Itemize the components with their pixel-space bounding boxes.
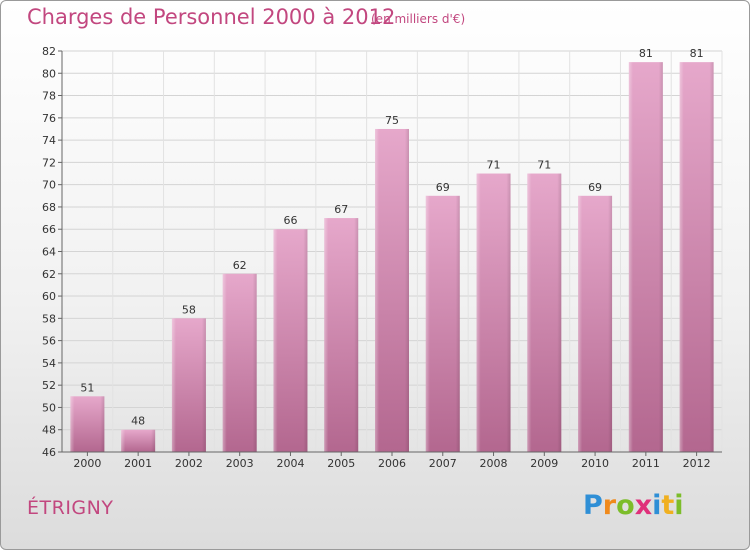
- y-tick-label: 46: [42, 446, 56, 459]
- x-tick-label: 2004: [276, 457, 304, 470]
- y-tick-label: 48: [42, 424, 56, 437]
- y-tick-label: 70: [42, 179, 56, 192]
- bar-shading: [324, 218, 359, 452]
- logo-letter: i: [652, 490, 662, 521]
- bar-shading: [628, 62, 663, 453]
- y-tick-label: 54: [42, 357, 56, 370]
- data-label: 69: [436, 181, 450, 194]
- x-tick-label: 2003: [226, 457, 254, 470]
- y-tick-label: 82: [42, 45, 56, 58]
- bar-shading: [527, 173, 562, 452]
- location-label: ÉTRIGNY: [27, 497, 114, 519]
- bar-shading: [476, 173, 511, 452]
- x-tick-label: 2010: [581, 457, 609, 470]
- y-tick-label: 72: [42, 156, 56, 169]
- data-label: 67: [334, 203, 348, 216]
- y-tick-label: 62: [42, 268, 56, 281]
- bar-shading: [273, 229, 308, 452]
- logo-letter: i: [674, 490, 684, 521]
- data-label: 81: [690, 47, 704, 60]
- y-tick-label: 60: [42, 290, 56, 303]
- data-label: 71: [487, 159, 501, 172]
- y-tick-label: 58: [42, 312, 56, 325]
- logo-letter: r: [602, 490, 617, 521]
- data-label: 62: [233, 259, 247, 272]
- data-label: 58: [182, 303, 196, 316]
- bar-shading: [578, 195, 613, 453]
- proxiti-logo: Proxiti: [583, 490, 684, 521]
- bar-shading: [222, 273, 257, 452]
- y-tick-label: 56: [42, 335, 56, 348]
- chart-title: Charges de Personnel 2000 à 2012: [27, 5, 396, 29]
- y-tick-label: 64: [42, 246, 56, 259]
- logo-letter: P: [583, 490, 603, 521]
- y-tick-label: 52: [42, 379, 56, 392]
- bar-shading: [171, 318, 206, 452]
- y-tick-label: 80: [42, 67, 56, 80]
- x-tick-label: 2011: [632, 457, 660, 470]
- y-tick-label: 76: [42, 112, 56, 125]
- y-tick-label: 66: [42, 223, 56, 236]
- data-label: 69: [588, 181, 602, 194]
- x-tick-label: 2001: [124, 457, 152, 470]
- bar-shading: [121, 429, 156, 452]
- bar-shading: [425, 195, 460, 453]
- x-tick-label: 2006: [378, 457, 406, 470]
- y-tick-label: 68: [42, 201, 56, 214]
- bar-shading: [679, 62, 714, 453]
- data-label: 48: [131, 415, 145, 428]
- data-label: 81: [639, 47, 653, 60]
- x-tick-label: 2002: [175, 457, 203, 470]
- data-label: 71: [537, 159, 551, 172]
- logo-letter: x: [634, 490, 653, 521]
- x-tick-label: 2000: [73, 457, 101, 470]
- x-tick-label: 2008: [480, 457, 508, 470]
- x-tick-label: 2005: [327, 457, 355, 470]
- chart-unit: (en milliers d'€): [371, 12, 466, 26]
- logo-letter: o: [616, 490, 635, 521]
- bar-shading: [70, 396, 105, 452]
- y-tick-label: 74: [42, 134, 56, 147]
- bar-shading: [375, 128, 409, 452]
- x-tick-label: 2009: [530, 457, 558, 470]
- data-label: 66: [283, 214, 297, 227]
- x-tick-label: 2007: [429, 457, 457, 470]
- data-label: 51: [80, 381, 94, 394]
- x-tick-label: 2012: [683, 457, 711, 470]
- logo-letter: t: [661, 490, 675, 521]
- y-tick-label: 50: [42, 401, 56, 414]
- data-label: 75: [385, 114, 399, 127]
- y-tick-label: 78: [42, 90, 56, 103]
